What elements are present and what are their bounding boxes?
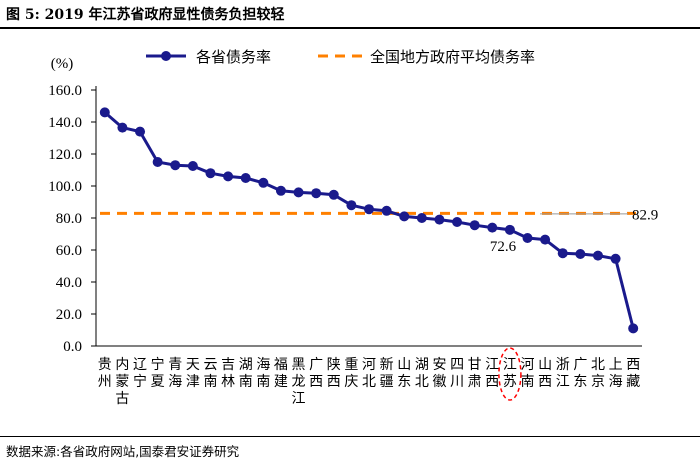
category-label: 广东 [573,357,587,390]
data-point-宁夏 [152,157,163,167]
data-point-海南 [258,177,269,188]
series-polyline [103,111,635,329]
category-label: 河南 [521,357,535,390]
category-label: 江西 [485,357,499,390]
category-label: 北京 [591,357,605,390]
source-note: 数据来源:各省政府网站,国泰君安证券研究 [6,444,240,459]
category-label: 新疆 [380,357,394,390]
data-point-北京 [592,250,603,261]
category-label: 浙江 [556,357,570,390]
average-value-label: 82.9 [632,207,658,223]
data-point-广西 [311,188,322,199]
y-unit-label: (%) [51,56,74,72]
data-point-上海 [610,253,621,264]
data-point-黑龙江 [293,187,304,198]
category-label: 山东 [397,357,411,390]
category-label: 贵州 [98,357,112,390]
chart: (%) 0.0 20.0 40.0 60.0 80.0 100.0 120.0 140.0 160… [48,48,658,407]
data-point-贵州 [99,107,110,118]
y-tick-label: 80.0 [56,211,82,227]
data-point-陕西 [328,189,339,200]
data-point-浙江 [557,248,568,259]
data-point-河北 [364,204,374,215]
category-labels: 贵州内蒙古辽宁宁夏青海天津云南吉林湖南海南福建黑龙江广西陕西重庆河北新疆山东湖北… [98,347,640,407]
data-point-湖南 [240,173,251,183]
figure-title: 图 5: 2019 年江苏省政府显性债务负担较轻 [6,7,285,23]
y-tick-label: 60.0 [56,243,82,259]
data-point-甘肃 [469,220,480,231]
data-point-山西 [540,234,551,245]
source-rule [0,436,700,437]
category-label: 山西 [538,357,552,390]
highlight-value-label: 72.6 [490,239,517,255]
category-label: 湖北 [415,357,429,390]
data-point-广东 [575,249,586,259]
y-tick-label: 120.0 [48,147,82,163]
reference-line: 82.9 [100,207,658,223]
data-point-内蒙古 [117,122,128,133]
category-label: 宁夏 [151,356,165,390]
category-label: 海南 [256,357,270,390]
y-tick-label: 0.0 [63,339,82,355]
y-tick-label: 20.0 [56,307,82,323]
data-point-辽宁 [135,126,146,137]
category-label: 重庆 [344,357,358,390]
data-point-江苏 [504,224,515,235]
legend: 各省债务率 全国地方政府平均债务率 [146,48,535,66]
data-point-江西 [487,222,498,233]
data-point-福建 [275,185,286,196]
category-label: 湖南 [239,357,253,390]
series-line [99,107,639,334]
category-label: 吉林 [221,357,235,390]
category-label: 辽宁 [133,357,147,390]
legend-marker-series [161,51,171,61]
category-label: 天津 [186,357,200,390]
y-tick-label: 160.0 [48,83,82,99]
data-point-山东 [399,211,410,222]
y-tick-label: 40.0 [56,275,82,291]
category-label: 陕西 [327,357,341,390]
data-point-四川 [452,217,463,227]
data-point-西藏 [628,323,639,334]
title-rule [0,27,700,29]
data-point-重庆 [346,200,357,211]
data-point-河南 [522,233,533,243]
data-point-吉林 [223,171,234,182]
category-label: 黑龙江 [292,357,306,407]
legend-label-average: 全国地方政府平均债务率 [370,48,535,66]
data-point-安徽 [434,214,445,225]
category-label: 上海 [609,357,623,390]
data-point-青海 [170,160,181,171]
category-label: 福建 [274,357,288,390]
data-labels: 72.6 [490,239,517,255]
category-label: 安徽 [432,357,446,390]
data-point-云南 [205,168,216,179]
category-label: 广西 [309,357,323,390]
category-label: 甘肃 [468,357,482,390]
data-point-湖北 [416,213,427,223]
y-tick-label: 100.0 [48,179,82,195]
axes: (%) 0.0 20.0 40.0 60.0 80.0 100.0 120.0 140.0 160… [48,56,642,355]
category-label: 云南 [203,357,217,390]
legend-label-series: 各省债务率 [196,48,271,66]
data-point-天津 [187,161,198,171]
data-point-新疆 [381,205,392,216]
highlight-circle [498,347,522,401]
category-label: 四川 [450,357,464,390]
category-label: 内蒙古 [115,357,129,407]
category-label: 河北 [362,357,376,390]
y-tick-label: 140.0 [48,115,82,131]
category-label: 西藏 [626,357,640,390]
category-label: 青海 [168,357,182,390]
category-label: 江苏 [503,357,517,390]
